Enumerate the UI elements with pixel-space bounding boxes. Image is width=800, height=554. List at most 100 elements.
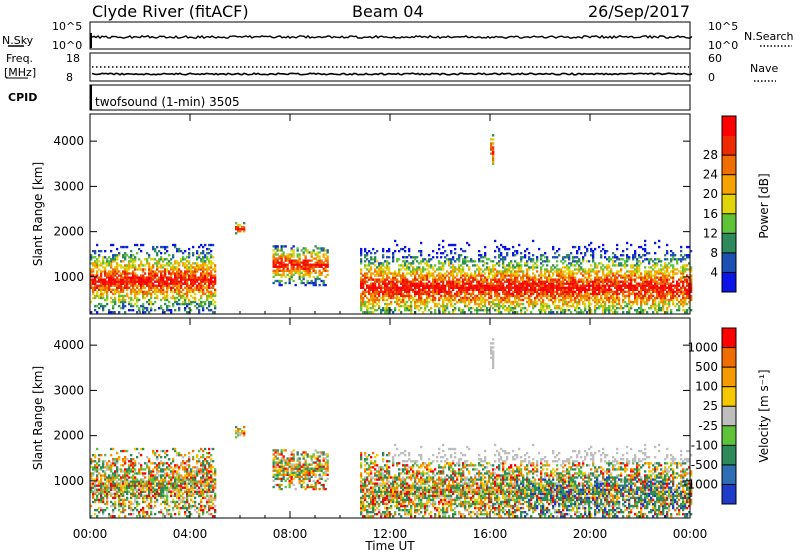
- power-cell: [362, 298, 365, 302]
- power-cell: [184, 266, 187, 269]
- power-cell: [470, 306, 473, 310]
- power-cell: [176, 296, 179, 300]
- power-cell: [538, 247, 541, 251]
- power-cell: [300, 267, 303, 270]
- velocity-cell: [114, 506, 117, 510]
- power-cell: [192, 266, 195, 269]
- power-cell: [654, 262, 657, 265]
- power-cell: [378, 286, 381, 289]
- power-cell: [534, 278, 537, 281]
- power-cell: [448, 243, 451, 247]
- power-cell: [542, 286, 545, 289]
- power-cell: [688, 282, 691, 285]
- velocity-cell: [94, 490, 97, 493]
- power-cell: [438, 272, 441, 275]
- power-cell: [320, 261, 323, 264]
- power-cell: [502, 256, 505, 259]
- power-cell: [494, 284, 497, 287]
- power-cell: [526, 296, 529, 300]
- power-cell: [542, 300, 545, 304]
- power-cell: [306, 281, 309, 285]
- power-cell: [154, 292, 157, 296]
- power-cell: [496, 304, 499, 308]
- power-cell: [508, 290, 511, 294]
- power-cell: [122, 304, 125, 308]
- power-cell: [168, 270, 171, 273]
- power-cell: [243, 221, 246, 225]
- power-cell: [156, 274, 159, 277]
- power-cell: [524, 292, 527, 296]
- power-cell: [472, 298, 475, 302]
- power-cell: [138, 258, 141, 261]
- power-cell: [176, 276, 179, 279]
- power-cell: [450, 292, 453, 296]
- power-cell: [514, 254, 517, 257]
- power-cell: [634, 254, 637, 257]
- power-cell: [636, 288, 639, 291]
- velocity-cell: [112, 488, 115, 491]
- velocity-cell: [104, 492, 107, 495]
- power-cell: [436, 290, 439, 294]
- power-cell: [656, 292, 659, 296]
- power-cell: [200, 280, 203, 283]
- power-cell: [394, 300, 397, 304]
- power-cell: [290, 259, 293, 262]
- power-cell: [582, 282, 585, 285]
- power-cell: [510, 309, 513, 312]
- power-cell: [600, 296, 603, 300]
- power-cell: [360, 302, 363, 306]
- power-cell: [298, 253, 301, 256]
- power-cell: [116, 276, 119, 279]
- power-cell: [118, 296, 121, 300]
- power-cell: [118, 290, 121, 294]
- power-cell: [440, 280, 443, 283]
- power-cell: [368, 292, 371, 296]
- velocity-cell: [112, 484, 115, 487]
- power-cell: [592, 256, 595, 259]
- power-cell: [436, 282, 439, 285]
- power-cell: [452, 243, 455, 247]
- power-cell: [462, 258, 465, 261]
- power-cell: [384, 309, 387, 312]
- power-cell: [598, 298, 601, 302]
- velocity-cell: [98, 510, 101, 514]
- power-cell: [686, 282, 689, 285]
- power-cell: [128, 300, 131, 304]
- power-cell: [418, 266, 421, 269]
- power-cell: [276, 247, 279, 250]
- power-cell: [276, 249, 279, 252]
- power-cell: [614, 300, 617, 304]
- power-cell: [460, 290, 463, 294]
- power-cell: [384, 292, 387, 296]
- power-cell: [288, 259, 291, 262]
- power-cell: [462, 270, 465, 273]
- power-cell: [396, 258, 399, 261]
- power-cell: [386, 290, 389, 294]
- power-cell: [440, 276, 443, 279]
- power-cell: [508, 268, 511, 271]
- power-cell: [688, 300, 691, 304]
- power-cell: [608, 270, 611, 273]
- velocity-cell: [110, 500, 113, 504]
- power-cell: [372, 262, 375, 265]
- power-cell: [396, 296, 399, 300]
- power-cell: [410, 296, 413, 300]
- power-cell: [130, 302, 133, 306]
- velocity-cell: [102, 510, 105, 514]
- power-cell: [302, 247, 305, 250]
- power-cell: [200, 268, 203, 271]
- velocity-cell: [110, 468, 113, 471]
- power-cell: [202, 286, 205, 289]
- power-cell: [494, 272, 497, 275]
- power-cell: [430, 272, 433, 275]
- power-cell: [632, 258, 635, 261]
- power-cell: [490, 260, 493, 263]
- power-cell: [658, 272, 661, 275]
- power-cell: [130, 282, 133, 285]
- power-cell: [654, 280, 657, 283]
- power-cell: [100, 264, 103, 267]
- power-cell: [460, 300, 463, 304]
- power-cell: [602, 268, 605, 271]
- power-cell: [142, 284, 145, 287]
- power-cell: [402, 288, 405, 291]
